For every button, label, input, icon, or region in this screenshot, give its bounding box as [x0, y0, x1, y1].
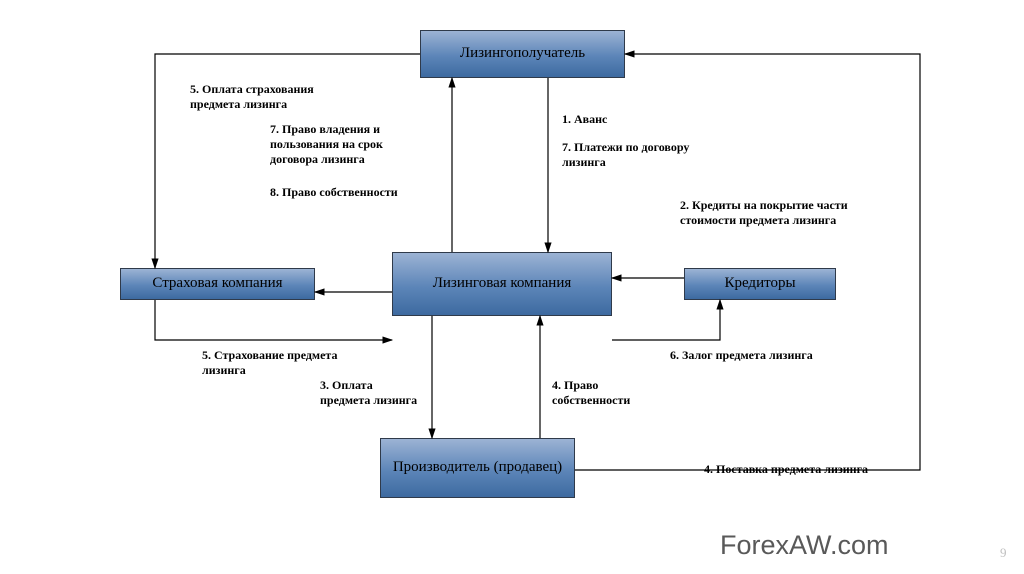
- node-vendor: Производитель (продавец): [380, 438, 575, 498]
- label-6: 6. Залог предмета лизинга: [670, 348, 830, 363]
- node-lessor: Лизинговая компания: [392, 252, 612, 316]
- watermark-text: ForexAW.com: [720, 530, 889, 561]
- page-number: 9: [1000, 545, 1007, 561]
- node-lessee: Лизингополучатель: [420, 30, 625, 78]
- node-lessor-label: Лизинговая компания: [433, 275, 572, 292]
- edge-e_pledge: [612, 300, 720, 340]
- node-insurer: Страховая компания: [120, 268, 315, 300]
- label-5a: 5. Оплата страхования предмета лизинга: [190, 82, 350, 112]
- node-insurer-label: Страховая компания: [152, 275, 282, 292]
- label-2: 2. Кредиты на покрытие части стоимости п…: [680, 198, 880, 228]
- label-7b: 7. Платежи по договору лизинга: [562, 140, 722, 170]
- label-1: 1. Аванс: [562, 112, 722, 127]
- label-5b: 5. Страхование предмета лизинга: [202, 348, 362, 378]
- node-vendor-label: Производитель (продавец): [393, 459, 562, 476]
- label-7a: 7. Право владения и пользования на срок …: [270, 122, 430, 167]
- label-4b: 4. Поставка предмета лизинга: [704, 462, 904, 477]
- diagram-canvas: { "diagram": { "type": "flowchart", "bac…: [0, 0, 1024, 574]
- edge-e_ins_to_lessor: [155, 300, 392, 340]
- label-3: 3. Оплата предмета лизинга: [320, 378, 420, 408]
- node-creditor: Кредиторы: [684, 268, 836, 300]
- node-lessee-label: Лизингополучатель: [460, 45, 585, 62]
- label-4a: 4. Право собственности: [552, 378, 662, 408]
- label-8: 8. Право собственности: [270, 185, 430, 200]
- node-creditor-label: Кредиторы: [724, 275, 795, 292]
